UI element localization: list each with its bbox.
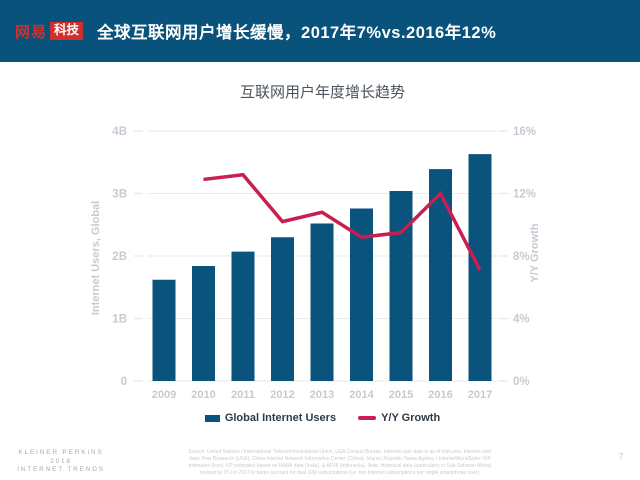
footer-brand: KLEINER PERKINS 2018 INTERNET TRENDS	[5, 449, 117, 475]
right-axis-title: Y/Y Growth	[529, 223, 541, 282]
growth-line	[203, 172, 482, 271]
netease-logo: 网易	[15, 23, 48, 41]
left-tick-label: 0	[121, 376, 127, 388]
x-axis-label-2011: 2011	[231, 389, 255, 401]
tech-badge: 科技	[50, 22, 84, 40]
bar-2013	[310, 223, 334, 381]
legend-line-swatch-icon	[358, 416, 377, 420]
x-axis-label-2016: 2016	[428, 389, 452, 401]
x-axis-label-2017: 2017	[468, 389, 492, 401]
x-axis-label-2014: 2014	[349, 389, 374, 401]
bar-2011	[231, 251, 255, 381]
source-line: estimates (Iran), KP estimates based on …	[188, 463, 492, 469]
x-axis-label-2013: 2013	[310, 389, 334, 401]
bar-2014	[350, 208, 373, 381]
left-tick-label: 2B	[112, 251, 127, 263]
right-tick-label: 4%	[513, 314, 530, 326]
brand-line-3: INTERNET TRENDS	[17, 466, 105, 473]
header-bar: 网易 科技 全球互联网用户增长缓慢，2017年7%vs.2016年12%	[0, 0, 640, 62]
chart-svg: 0 0% 1B 4% 2B 8% 3B 12% 4B 16% 2009 2010 2011 2012 201…	[90, 126, 541, 401]
x-axis-label-2015: 2015	[389, 389, 413, 401]
chart-legend: Global Internet Users Y/Y Growth	[148, 409, 497, 427]
left-axis-title: Internet Users, Global	[90, 201, 102, 315]
page-number: 7	[618, 452, 624, 461]
brand-line-2: 2018	[50, 457, 72, 465]
left-tick-label: 3B	[112, 189, 127, 201]
bar-2015	[389, 191, 413, 381]
source-line: data: Pew Research (USA), China Internet…	[189, 456, 491, 462]
x-axis-label-2010: 2010	[191, 389, 215, 401]
page-title: 全球互联网用户增长缓慢，2017年7%vs.2016年12%	[97, 24, 497, 42]
brand-line-1: KLEINER PERKINS	[18, 449, 104, 456]
legend-item-users: Global Internet Users	[204, 412, 337, 424]
bar-2016	[429, 169, 452, 381]
legend-item-growth: Y/Y Growth	[358, 412, 440, 424]
right-tick-label: 0%	[513, 376, 530, 388]
source-line: revised by ITU in 2017 to better account…	[199, 470, 481, 476]
bar-2009	[152, 279, 176, 381]
legend-label-users: Global Internet Users	[224, 412, 337, 424]
right-tick-label: 8%	[513, 251, 530, 263]
left-tick-label: 4B	[112, 126, 127, 138]
legend-bar-swatch-icon	[204, 414, 220, 422]
bar-2010	[192, 266, 215, 381]
bar-2012	[271, 237, 294, 381]
x-axis-label-2012: 2012	[270, 389, 294, 401]
x-axis-label-2009: 2009	[152, 389, 176, 401]
right-tick-label: 12%	[513, 189, 536, 201]
chart-title: 互联网用户年度增长趋势	[239, 84, 405, 101]
right-tick-label: 16%	[513, 126, 536, 138]
legend-label-growth: Y/Y Growth	[381, 412, 441, 424]
source-note: Source: United Nations / International T…	[133, 449, 547, 477]
left-tick-label: 1B	[112, 314, 127, 326]
source-line: Source: United Nations / International T…	[188, 449, 492, 455]
